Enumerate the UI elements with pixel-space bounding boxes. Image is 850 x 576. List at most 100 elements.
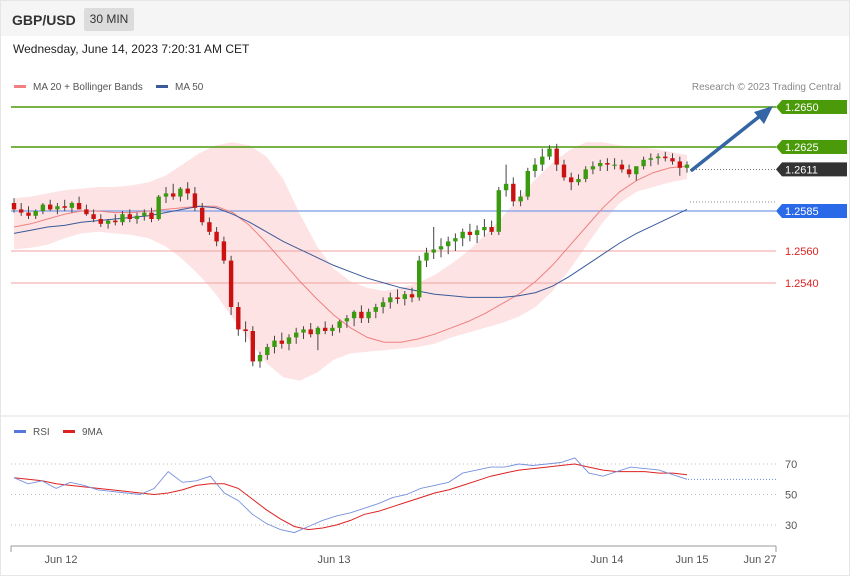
moving-averages: [13, 165, 688, 343]
x-axis-label-jun27: Jun 27: [743, 554, 776, 566]
candle-body: [257, 355, 263, 362]
candle-body: [569, 177, 574, 183]
candle-body: [127, 214, 132, 219]
candle-body: [337, 321, 342, 328]
candle-body: [192, 193, 198, 208]
candle-body: [19, 209, 24, 213]
candle-body: [641, 159, 646, 167]
candle-body: [279, 340, 284, 344]
candle-body: [286, 337, 292, 344]
candle-body: [496, 190, 501, 232]
candle-body: [62, 206, 67, 208]
candle-body: [634, 166, 639, 175]
x-axis-label-jun13: Jun 13: [317, 554, 350, 566]
candle-body: [98, 219, 103, 224]
candle-body: [474, 230, 480, 235]
candle-body: [417, 260, 422, 298]
candle-body: [330, 327, 335, 331]
candle-body: [626, 169, 632, 175]
candlesticks: [11, 143, 690, 368]
rsi-ma-legend-label: 9MA: [82, 427, 103, 438]
rsi-legend-label: RSI: [33, 427, 50, 438]
level-tag-1.2650: 1.2650: [785, 102, 819, 114]
candle-body: [366, 311, 371, 319]
candle-body: [619, 164, 625, 170]
candle-body: [200, 207, 205, 223]
candle-body: [547, 148, 552, 157]
candle-body: [308, 329, 313, 335]
candle-body: [69, 203, 75, 208]
x-axis-label-jun12: Jun 12: [44, 554, 77, 566]
bollinger-band-area: [14, 142, 687, 381]
candle-body: [84, 209, 89, 215]
candle-body: [55, 206, 60, 210]
candle-body: [265, 347, 270, 355]
candle-body: [344, 318, 350, 322]
symbol-label: GBP/USD: [12, 12, 76, 28]
candle-body: [323, 327, 328, 331]
candle-body: [373, 307, 378, 312]
candle-body: [467, 231, 473, 235]
timeframe-button[interactable]: 30 MIN: [84, 8, 134, 31]
candle-body: [48, 204, 53, 210]
ma50-line: [13, 205, 688, 298]
x-axis-label-jun14: Jun 14: [590, 554, 623, 566]
candle-body: [670, 158, 675, 162]
rsi-pane: 70 50 30: [11, 457, 797, 534]
candle-body: [503, 183, 509, 191]
level-label-1.2560: 1.2560: [785, 246, 819, 258]
candle-body: [113, 220, 118, 223]
timestamp-label: Wednesday, June 14, 2023 7:20:31 AM CET: [13, 42, 250, 56]
candle-body: [525, 171, 530, 197]
candle-body: [532, 164, 538, 171]
candle-body: [388, 297, 393, 303]
candle-body: [359, 311, 364, 319]
level-tag-1.2611: 1.2611: [785, 164, 818, 176]
candle-body: [221, 241, 227, 261]
forecast-arrow-head: [754, 106, 773, 124]
candle-body: [605, 163, 610, 165]
candle-body: [663, 156, 668, 159]
level-tag-1.2625: 1.2625: [785, 142, 819, 154]
candle-body: [301, 329, 306, 333]
candle-body: [149, 212, 154, 219]
level-tag-bg-1.2611: [776, 162, 847, 177]
candle-body: [677, 161, 682, 168]
level-tag-bg-1.2650: [776, 100, 847, 114]
candle-body: [453, 238, 458, 242]
candle-body: [648, 158, 653, 160]
ma20-legend-label: MA 20 + Bollinger Bands: [33, 82, 143, 93]
candle-body: [214, 231, 219, 242]
credit-label: Research © 2023 Trading Central: [692, 82, 841, 93]
ma20-line: [13, 165, 688, 343]
candle-body: [33, 211, 38, 216]
candle-body: [185, 188, 190, 194]
candle-body: [561, 164, 567, 178]
candle-body: [576, 179, 581, 183]
candle-body: [91, 214, 96, 219]
candle-body: [11, 203, 17, 210]
rsi-ma-line: [13, 463, 688, 531]
candle-body: [163, 193, 169, 197]
rsi-tick-70: 70: [785, 459, 797, 471]
candle-body: [134, 215, 140, 219]
candle-body: [236, 307, 241, 330]
candle-body: [228, 260, 234, 307]
ma50-legend-label: MA 50: [175, 82, 204, 93]
header-bar: GBP/USD 30 MIN: [1, 1, 849, 36]
candle-body: [540, 156, 545, 165]
candle-body: [395, 297, 400, 299]
candle-body: [250, 331, 255, 362]
candle-body: [554, 148, 559, 165]
rsi-ma-legend-swatch: [63, 430, 75, 433]
candle-body: [583, 169, 588, 179]
candle-body: [207, 222, 212, 232]
candle-body: [431, 249, 436, 253]
bollinger-band: [14, 142, 687, 381]
ma20-legend-swatch: [14, 85, 26, 88]
candle-body: [294, 332, 299, 338]
candle-body: [26, 212, 31, 216]
candle-body: [156, 196, 161, 219]
candle-body: [518, 196, 523, 202]
candle-body: [612, 164, 617, 166]
